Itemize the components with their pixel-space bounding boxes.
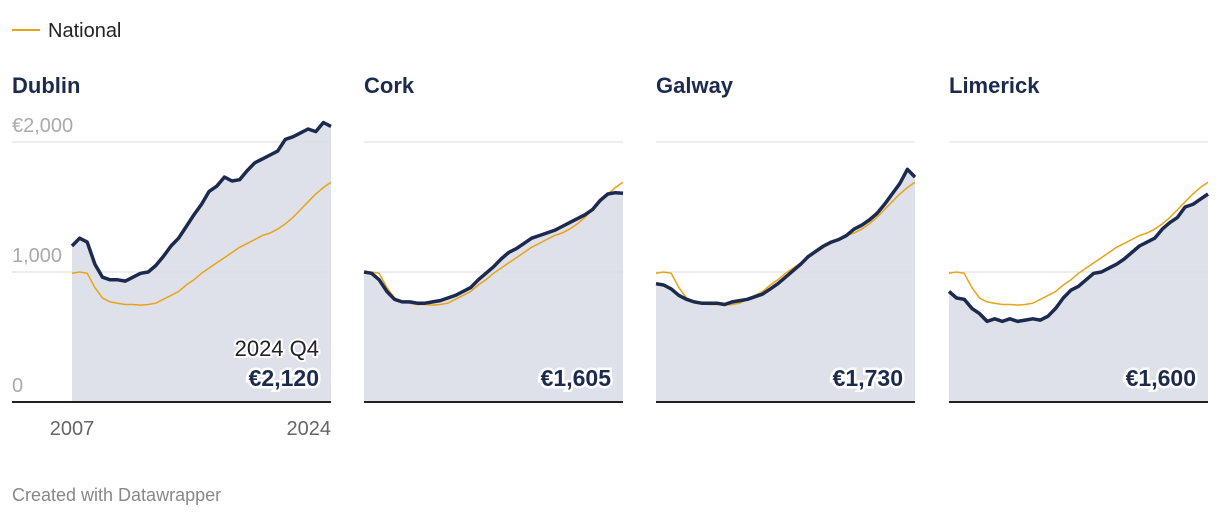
line <box>947 192 1209 324</box>
y-tick-label: 0 <box>12 375 23 397</box>
value-label: €1,730 <box>833 365 903 391</box>
line <box>70 120 332 283</box>
reference-line <box>948 181 1209 306</box>
area <box>656 169 915 402</box>
x-tick-label: 2007 <box>50 418 95 440</box>
panel-title: Dublin <box>12 73 80 98</box>
value-label: €1,605 <box>541 365 612 391</box>
y-tick-label: 1,000 <box>12 245 62 267</box>
credit: Created with Datawrapper <box>12 485 221 505</box>
legend-label: National <box>48 20 121 42</box>
panel-title: Cork <box>364 73 415 98</box>
area <box>72 122 331 402</box>
panel-title: Galway <box>656 73 734 98</box>
value-label: €1,600 <box>1126 365 1196 391</box>
value-label: €2,120 <box>249 365 319 391</box>
area <box>364 192 623 402</box>
line <box>655 167 917 307</box>
x-tick-label: 2024 <box>287 418 332 440</box>
panel-title: Limerick <box>949 73 1040 98</box>
annotation: 2024 Q4 <box>235 336 319 361</box>
y-tick-label: €2,000 <box>12 115 73 137</box>
line <box>363 190 624 305</box>
reference-line <box>71 181 332 306</box>
